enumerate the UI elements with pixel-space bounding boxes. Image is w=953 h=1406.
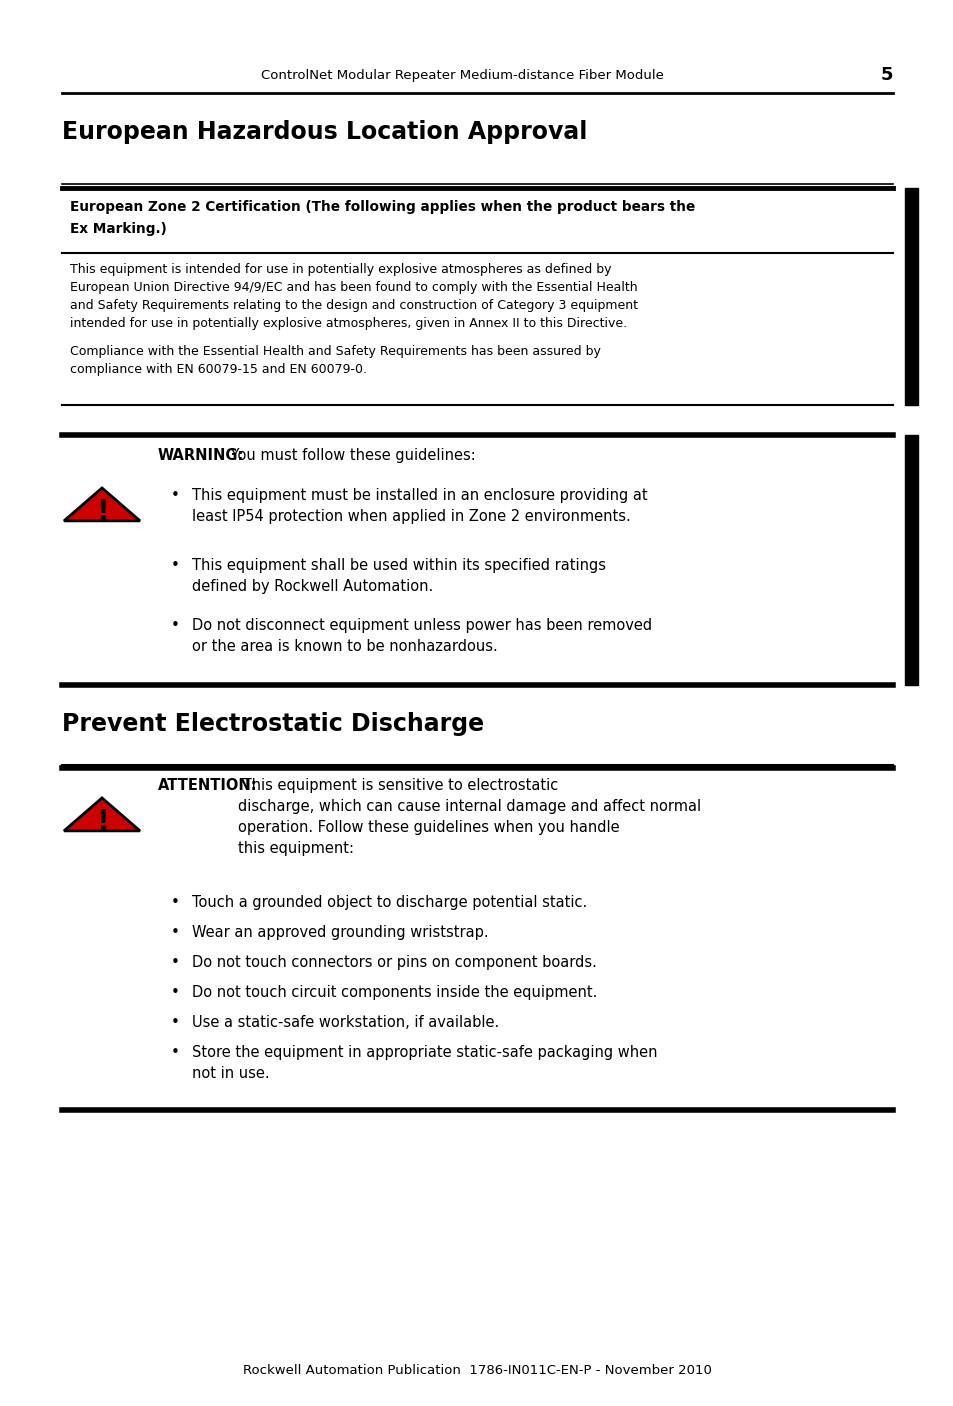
Text: •: • — [171, 955, 179, 970]
Text: You must follow these guidelines:: You must follow these guidelines: — [226, 449, 476, 463]
Text: European Zone 2 Certification (The following applies when the product bears the: European Zone 2 Certification (The follo… — [70, 200, 695, 214]
Text: WARNING:: WARNING: — [158, 449, 244, 463]
Text: Touch a grounded object to discharge potential static.: Touch a grounded object to discharge pot… — [192, 896, 587, 910]
Text: Use a static-safe workstation, if available.: Use a static-safe workstation, if availa… — [192, 1015, 498, 1031]
Text: This equipment is intended for use in potentially explosive atmospheres as defin: This equipment is intended for use in po… — [70, 263, 638, 330]
Text: !: ! — [95, 807, 109, 835]
Text: European Hazardous Location Approval: European Hazardous Location Approval — [62, 120, 587, 143]
Text: This equipment shall be used within its specified ratings
defined by Rockwell Au: This equipment shall be used within its … — [192, 558, 605, 593]
Text: ControlNet Modular Repeater Medium-distance Fiber Module: ControlNet Modular Repeater Medium-dista… — [261, 69, 663, 82]
Text: Do not disconnect equipment unless power has been removed
or the area is known t: Do not disconnect equipment unless power… — [192, 619, 652, 654]
Text: Store the equipment in appropriate static-safe packaging when
not in use.: Store the equipment in appropriate stati… — [192, 1045, 657, 1081]
Text: This equipment must be installed in an enclosure providing at
least IP54 protect: This equipment must be installed in an e… — [192, 488, 647, 524]
Text: •: • — [171, 925, 179, 941]
Text: Prevent Electrostatic Discharge: Prevent Electrostatic Discharge — [62, 711, 483, 735]
Polygon shape — [64, 488, 140, 520]
Text: Do not touch circuit components inside the equipment.: Do not touch circuit components inside t… — [192, 986, 597, 1000]
Text: •: • — [171, 488, 179, 503]
Text: •: • — [171, 1015, 179, 1031]
Text: 5: 5 — [880, 66, 892, 84]
Text: Ex Marking.): Ex Marking.) — [70, 222, 167, 236]
Text: •: • — [171, 986, 179, 1000]
Text: •: • — [171, 896, 179, 910]
Text: !: ! — [95, 498, 109, 526]
Text: Rockwell Automation Publication  1786-IN011C-EN-P - November 2010: Rockwell Automation Publication 1786-IN0… — [243, 1364, 711, 1376]
Text: Wear an approved grounding wriststrap.: Wear an approved grounding wriststrap. — [192, 925, 488, 941]
Bar — [904, 188, 917, 405]
Text: •: • — [171, 1045, 179, 1060]
Text: •: • — [171, 619, 179, 633]
Text: Compliance with the Essential Health and Safety Requirements has been assured by: Compliance with the Essential Health and… — [70, 344, 600, 375]
Text: ATTENTION:: ATTENTION: — [158, 778, 257, 793]
Text: Do not touch connectors or pins on component boards.: Do not touch connectors or pins on compo… — [192, 955, 597, 970]
Bar — [904, 434, 917, 685]
Polygon shape — [64, 799, 140, 831]
Text: This equipment is sensitive to electrostatic
discharge, which can cause internal: This equipment is sensitive to electrost… — [237, 778, 700, 856]
Text: •: • — [171, 558, 179, 574]
